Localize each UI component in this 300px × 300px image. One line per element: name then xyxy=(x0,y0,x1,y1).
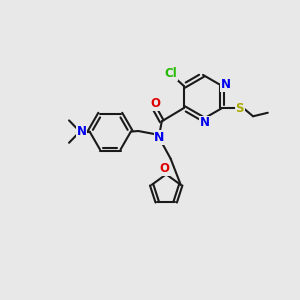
Text: O: O xyxy=(160,163,170,176)
Text: N: N xyxy=(200,116,209,129)
Text: O: O xyxy=(150,97,160,110)
Text: S: S xyxy=(236,101,244,115)
Text: N: N xyxy=(221,78,231,91)
Text: N: N xyxy=(76,125,86,138)
Text: Cl: Cl xyxy=(164,67,177,80)
Text: N: N xyxy=(154,131,165,144)
